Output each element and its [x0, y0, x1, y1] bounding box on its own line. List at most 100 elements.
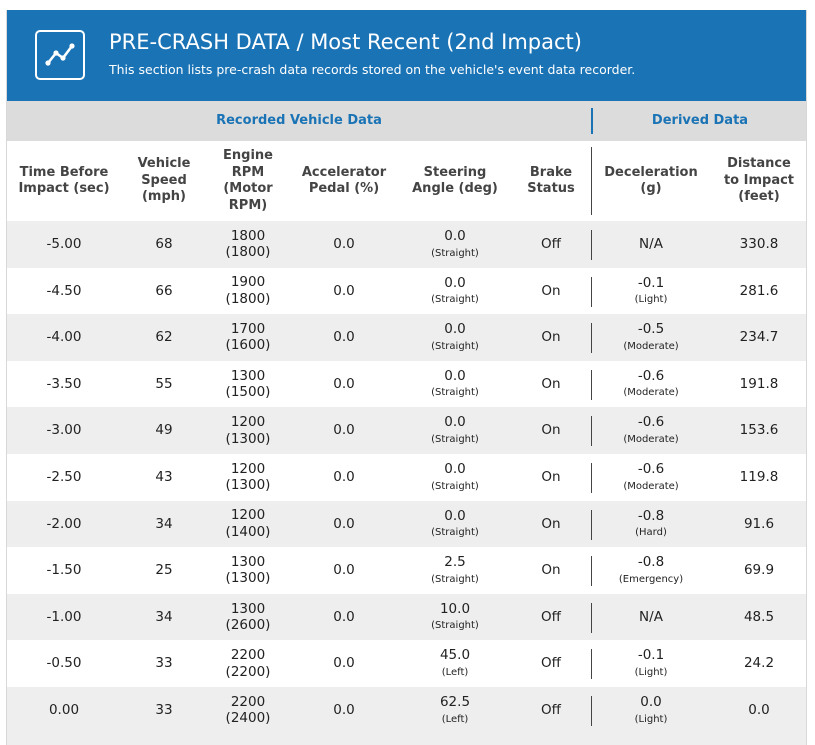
table-row: -0.50 33 2200 (2200) 0.0 45.0 (Left) Off -0.1 (Li…: [7, 640, 806, 687]
cell-brake-status: On: [511, 407, 591, 454]
cell-value: 43: [155, 469, 173, 486]
cell-subvalue: (Straight): [431, 340, 479, 352]
cell-value: 66: [155, 282, 173, 299]
cell-value: On: [541, 515, 561, 532]
cell-engine-rpm: 1700 (1600): [207, 314, 289, 361]
cell-brake-status: Off: [511, 687, 591, 734]
cell-value: 49: [155, 422, 173, 439]
cell-steering-angle: 0.0 (Straight): [399, 407, 511, 454]
cell-deceleration: -0.1 (Light): [592, 268, 710, 315]
cell-value: -4.00: [46, 329, 82, 346]
cell-value: -1.50: [46, 562, 82, 579]
cell-value: 0.0: [333, 655, 355, 672]
column-divider: [591, 230, 592, 260]
cell-deceleration: -0.6 (Moderate): [592, 361, 710, 408]
cell-accelerator-pedal: 0.0: [289, 687, 399, 734]
cell-subvalue: (Moderate): [623, 340, 679, 352]
column-divider: [591, 696, 592, 726]
cell-time-before-impact: -3.00: [7, 407, 121, 454]
cell-subvalue: (Left): [441, 666, 469, 678]
column-headers: Time Before Impact (sec) Vehicle Speed (m…: [7, 141, 806, 221]
cell-value: 0.0: [333, 562, 355, 579]
cell-value: 34: [155, 608, 173, 625]
cell-vehicle-speed: 62: [121, 314, 207, 361]
cell-value: Off: [541, 608, 561, 625]
cell-value: 0.0: [748, 702, 770, 719]
cell-deceleration: -0.8 (Hard): [592, 501, 710, 548]
column-header-engine-rpm: Engine RPM (Motor RPM): [223, 148, 273, 213]
cell-value: 1300: [230, 553, 266, 570]
cell-value: 2.5: [444, 554, 466, 571]
cell-vehicle-speed: 55: [121, 361, 207, 408]
cell-value: 69.9: [743, 562, 775, 579]
cell-brake-status: On: [511, 268, 591, 315]
table-footer: [7, 732, 806, 745]
cell-value: 0.0: [333, 608, 355, 625]
cell-brake-status: On: [511, 454, 591, 501]
cell-subvalue: (Straight): [431, 247, 479, 259]
column-divider: [591, 602, 592, 633]
cell-engine-rpm: 2200 (2200): [207, 640, 289, 687]
column-group-header: Recorded Vehicle Data Derived Data: [7, 101, 806, 141]
cell-steering-angle: 45.0 (Left): [399, 640, 511, 687]
cell-accelerator-pedal: 0.0: [289, 268, 399, 315]
cell-value: 1200: [230, 460, 266, 477]
cell-distance-to-impact: 234.7: [710, 314, 806, 361]
cell-distance-to-impact: 191.8: [710, 361, 806, 408]
cell-vehicle-speed: 34: [121, 501, 207, 548]
cell-value: 2200: [230, 693, 266, 710]
cell-vehicle-speed: 33: [121, 640, 207, 687]
cell-value: On: [541, 469, 561, 486]
cell-value: 153.6: [739, 422, 779, 439]
table-row: -4.00 62 1700 (1600) 0.0 0.0 (Straight) On -0.5 (…: [7, 314, 806, 361]
cell-value: -0.8: [637, 507, 665, 524]
cell-value: 33: [155, 655, 173, 672]
cell-value: 0.0: [333, 469, 355, 486]
cell-vehicle-speed: 34: [121, 594, 207, 641]
cell-value: -0.1: [637, 274, 665, 291]
cell-value: 191.8: [739, 375, 779, 392]
cell-subvalue: (Straight): [431, 480, 479, 492]
cell-value: 0.0: [333, 236, 355, 253]
cell-subvalue: (Light): [634, 713, 668, 725]
cell-subvalue: (1500): [225, 384, 271, 401]
cell-value: -0.6: [637, 414, 665, 431]
cell-time-before-impact: -3.50: [7, 361, 121, 408]
cell-distance-to-impact: 48.5: [710, 594, 806, 641]
cell-subvalue: (1800): [225, 244, 271, 261]
cell-value: 0.0: [444, 507, 466, 524]
cell-distance-to-impact: 281.6: [710, 268, 806, 315]
cell-subvalue: (Light): [634, 294, 668, 306]
column-header-accelerator-pedal: Accelerator Pedal (%): [301, 164, 387, 197]
cell-deceleration: N/A: [592, 594, 710, 641]
cell-value: -5.00: [46, 236, 82, 253]
column-divider: [591, 509, 592, 540]
table-row: -1.50 25 1300 (1300) 0.0 2.5 (Straight) On -0.8 (…: [7, 547, 806, 594]
cell-engine-rpm: 2200 (2400): [207, 687, 289, 734]
cell-accelerator-pedal: 0.0: [289, 501, 399, 548]
cell-steering-angle: 0.0 (Straight): [399, 268, 511, 315]
cell-value: 0.0: [333, 422, 355, 439]
cell-value: 10.0: [439, 600, 471, 617]
cell-subvalue: (Straight): [431, 620, 479, 632]
cell-time-before-impact: -4.00: [7, 314, 121, 361]
cell-engine-rpm: 1300 (2600): [207, 594, 289, 641]
cell-value: 34: [155, 515, 173, 532]
cell-value: Off: [541, 655, 561, 672]
cell-engine-rpm: 1300 (1500): [207, 361, 289, 408]
cell-value: On: [541, 422, 561, 439]
cell-subvalue: (1600): [225, 337, 271, 354]
pre-crash-data-panel: PRE-CRASH DATA / Most Recent (2nd Impact…: [6, 10, 807, 745]
cell-time-before-impact: -5.00: [7, 221, 121, 268]
cell-brake-status: On: [511, 501, 591, 548]
cell-value: 0.0: [333, 329, 355, 346]
cell-subvalue: (Straight): [431, 573, 479, 585]
cell-vehicle-speed: 43: [121, 454, 207, 501]
column-header-time-before-impact: Time Before Impact (sec): [18, 164, 110, 197]
cell-time-before-impact: -4.50: [7, 268, 121, 315]
column-divider: [591, 369, 592, 400]
cell-value: N/A: [639, 236, 663, 253]
cell-subvalue: (Straight): [431, 387, 479, 399]
cell-engine-rpm: 1800 (1800): [207, 221, 289, 268]
cell-value: 2200: [230, 647, 266, 664]
